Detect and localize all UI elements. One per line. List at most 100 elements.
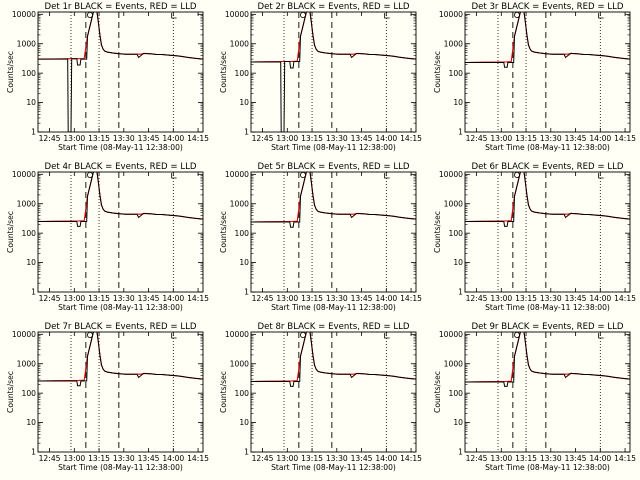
x-tick-label: 14:00 xyxy=(375,454,397,463)
x-tick-label: 14:15 xyxy=(400,134,422,143)
events-series-line xyxy=(251,12,416,132)
x-tick-label: 14:15 xyxy=(187,134,209,143)
plot-frame xyxy=(464,331,631,453)
plot-frame xyxy=(464,171,631,293)
chart-title: Det 6r BLACK = Events, RED = LLD xyxy=(471,162,623,172)
y-tick-label: 1 xyxy=(458,128,463,137)
x-tick-label: 13:45 xyxy=(565,294,587,303)
y-tick-label: 1 xyxy=(31,128,36,137)
x-tick-label: 12:45 xyxy=(39,294,61,303)
x-tick-label: 13:45 xyxy=(138,134,160,143)
x-tick-label: 13:30 xyxy=(326,294,348,303)
x-axis-label: Start Time (08-May-11 12:38:00) xyxy=(485,463,610,472)
y-tick-label: 1000 xyxy=(444,359,463,368)
y-tick-label: 100 xyxy=(235,69,250,78)
x-tick-label: 13:15 xyxy=(88,294,110,303)
chart-title: Det 8r BLACK = Events, RED = LLD xyxy=(257,322,409,332)
corner-marker-icon xyxy=(171,173,177,179)
y-tick-label: 10000 xyxy=(12,170,36,179)
x-tick-label: 13:15 xyxy=(88,134,110,143)
x-tick-label: 14:15 xyxy=(614,454,636,463)
plot-frame xyxy=(464,11,631,133)
x-tick-label: 13:15 xyxy=(515,134,537,143)
y-tick-label: 10 xyxy=(26,98,36,107)
plot-frame xyxy=(250,11,417,133)
y-tick-label: 1 xyxy=(458,288,463,297)
chart-title: Det 2r BLACK = Events, RED = LLD xyxy=(257,2,409,12)
x-tick-label: 13:30 xyxy=(326,134,348,143)
y-axis-label: Counts/sec xyxy=(433,211,442,253)
y-axis-label: Counts/sec xyxy=(433,371,442,413)
x-tick-label: 13:45 xyxy=(138,294,160,303)
x-axis-label: Start Time (08-May-11 12:38:00) xyxy=(58,463,183,472)
x-tick-label: 14:00 xyxy=(375,134,397,143)
y-tick-label: 100 xyxy=(449,229,464,238)
y-tick-label: 100 xyxy=(22,69,37,78)
x-tick-label: 12:45 xyxy=(466,294,488,303)
events-series-line xyxy=(38,332,203,387)
y-tick-label: 100 xyxy=(449,69,464,78)
events-series-line xyxy=(38,12,203,132)
x-tick-label: 13:00 xyxy=(490,294,512,303)
y-tick-label: 10000 xyxy=(12,330,36,339)
x-tick-label: 14:15 xyxy=(400,454,422,463)
x-tick-label: 12:45 xyxy=(466,454,488,463)
x-tick-label: 13:45 xyxy=(565,454,587,463)
y-axis-label: Counts/sec xyxy=(219,51,228,93)
x-tick-label: 13:15 xyxy=(301,454,323,463)
x-tick-label: 13:00 xyxy=(276,134,298,143)
x-tick-label: 13:00 xyxy=(63,454,85,463)
x-axis-label: Start Time (08-May-11 12:38:00) xyxy=(58,303,183,312)
y-axis-label: Counts/sec xyxy=(6,51,15,93)
x-tick-label: 13:15 xyxy=(515,454,537,463)
y-tick-label: 10 xyxy=(26,258,36,267)
x-tick-label: 13:15 xyxy=(301,134,323,143)
chart-title: Det 5r BLACK = Events, RED = LLD xyxy=(257,162,409,172)
y-tick-label: 100 xyxy=(22,229,37,238)
x-tick-label: 14:00 xyxy=(162,294,184,303)
y-tick-label: 10 xyxy=(239,418,249,427)
plot-frame xyxy=(250,171,417,293)
y-tick-label: 1 xyxy=(31,288,36,297)
lld-series-line xyxy=(465,12,630,64)
x-tick-label: 14:15 xyxy=(187,454,209,463)
x-tick-label: 14:00 xyxy=(589,454,611,463)
events-series-line xyxy=(38,172,203,227)
y-tick-label: 10000 xyxy=(225,170,249,179)
y-axis-label: Counts/sec xyxy=(219,211,228,253)
x-tick-label: 13:30 xyxy=(113,454,135,463)
plot-frame xyxy=(37,171,204,293)
events-series-line xyxy=(465,12,630,68)
x-tick-label: 14:00 xyxy=(589,134,611,143)
corner-marker-icon xyxy=(171,333,177,339)
y-tick-label: 1000 xyxy=(230,199,249,208)
x-tick-label: 12:45 xyxy=(252,134,274,143)
x-tick-label: 13:00 xyxy=(490,454,512,463)
corner-marker-icon xyxy=(384,333,390,339)
y-tick-label: 1 xyxy=(458,448,463,457)
x-tick-label: 13:00 xyxy=(276,294,298,303)
x-axis-label: Start Time (08-May-11 12:38:00) xyxy=(485,303,610,312)
y-tick-label: 10 xyxy=(26,418,36,427)
x-tick-label: 12:45 xyxy=(466,134,488,143)
y-tick-label: 10000 xyxy=(12,10,36,19)
y-tick-label: 100 xyxy=(235,389,250,398)
x-axis-label: Start Time (08-May-11 12:38:00) xyxy=(485,143,610,152)
x-tick-label: 14:15 xyxy=(614,294,636,303)
x-axis-label: Start Time (08-May-11 12:38:00) xyxy=(271,463,396,472)
y-tick-label: 10 xyxy=(239,98,249,107)
lld-series-line xyxy=(38,332,203,382)
x-tick-label: 14:15 xyxy=(614,134,636,143)
events-series-line xyxy=(465,332,630,387)
x-tick-label: 13:30 xyxy=(540,294,562,303)
x-tick-label: 14:00 xyxy=(162,134,184,143)
x-tick-label: 13:30 xyxy=(540,454,562,463)
y-axis-label: Counts/sec xyxy=(6,211,15,253)
y-tick-label: 1 xyxy=(244,128,249,137)
